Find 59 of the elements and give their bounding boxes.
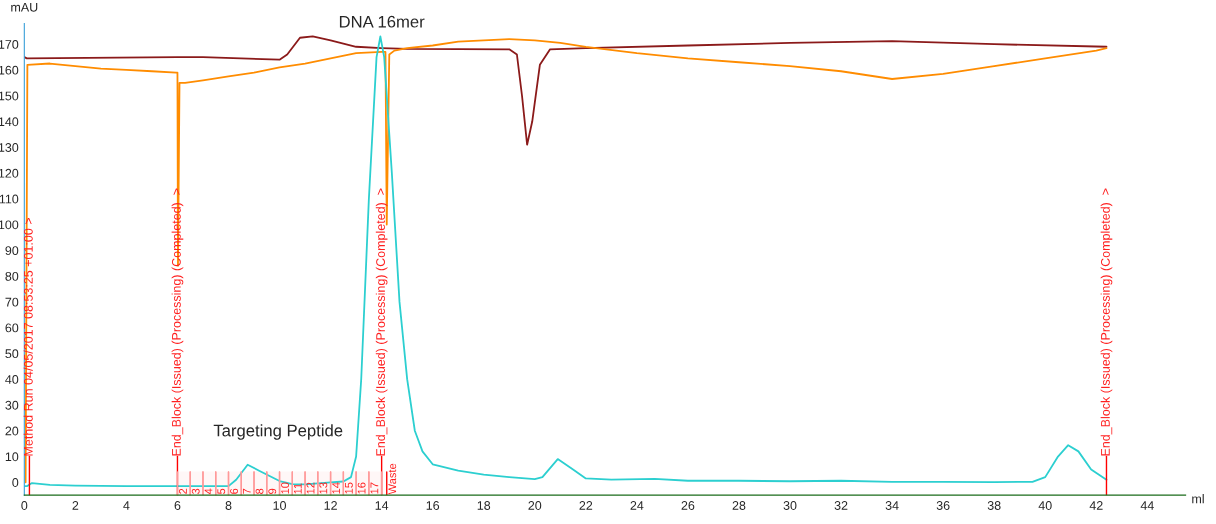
x-axis-title: ml [1192,494,1204,504]
band-label: 6 [230,488,238,494]
band-label: 12 [306,482,315,494]
ref-line-label: End_Block (Issued) (Processing) (Completed) > [171,188,184,456]
x-tick-label: 22 [579,501,593,510]
band-label: 13 [319,482,328,494]
band-label: 16 [357,482,366,494]
x-tick-label: 6 [174,501,181,510]
x-tick-label: 10 [273,501,287,510]
y-tick-label: 80 [5,271,19,281]
x-tick-label: 38 [987,501,1001,510]
ref-line-label: Waste [388,463,397,495]
band-label: 3 [191,488,200,494]
y-tick-label: 50 [5,349,19,359]
y-tick-label: 20 [5,426,19,436]
x-tick-label: 2 [72,501,79,510]
x-tick-label: 26 [681,501,695,510]
x-tick-label: 8 [225,501,232,510]
x-tick-label: 30 [783,501,797,510]
band-label: 15 [345,482,353,494]
y-tick-label: 30 [5,400,19,410]
x-tick-label: 40 [1038,501,1052,510]
annotation: DNA 16mer [339,15,425,28]
y-tick-label: 60 [5,323,19,333]
band-label: 9 [268,488,277,494]
x-tick-label: 20 [528,501,542,510]
x-tick-label: 24 [630,501,644,510]
x-tick-label: 44 [1140,501,1154,510]
y-axis-title: mAU [11,2,38,12]
band-label: 17 [370,482,379,494]
y-tick-label: 10 [5,452,19,462]
x-tick-label: 0 [21,501,28,510]
x-tick-label: 16 [426,501,440,510]
annotation: Targeting Peptide [213,424,343,440]
x-tick-label: 12 [324,501,337,510]
y-tick-label: 90 [5,246,19,256]
band-label: 11 [293,483,302,494]
y-tick-label: 110 [0,194,19,204]
y-tick-label: 40 [5,375,19,384]
band-label: 8 [255,488,264,494]
band-label: 7 [242,488,251,494]
x-tick-label: 14 [375,501,389,510]
x-tick-label: 32 [834,501,848,510]
x-tick-label: 18 [477,501,491,510]
x-tick-label: 34 [885,501,899,510]
x-tick-label: 4 [123,501,130,510]
ref-line-label: End_Block (Issued) (Processing) (Completed) > [1100,188,1113,456]
ref-line-label: Method Run 04/05/2017 08:53:25 +01:00 > [23,218,33,456]
y-tick-label: 70 [5,297,19,307]
band-label: 2 [179,488,187,494]
band-label: 5 [217,488,226,494]
x-tick-label: 42 [1089,501,1103,510]
band-label: 4 [204,488,213,495]
band-label: 10 [281,482,289,494]
x-tick-label: 36 [936,501,950,510]
band-label: 14 [332,482,340,494]
y-tick-label: 0 [12,478,19,487]
x-tick-label: 28 [732,501,746,510]
ref-line-label: End_Block (Issued) (Processing) (Completed) > [375,188,388,456]
